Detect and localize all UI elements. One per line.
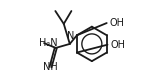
- Text: N: N: [67, 31, 74, 41]
- Text: OH: OH: [111, 40, 126, 50]
- Text: NH: NH: [43, 62, 58, 72]
- Text: OH: OH: [110, 18, 125, 28]
- Text: H₂N: H₂N: [39, 38, 58, 48]
